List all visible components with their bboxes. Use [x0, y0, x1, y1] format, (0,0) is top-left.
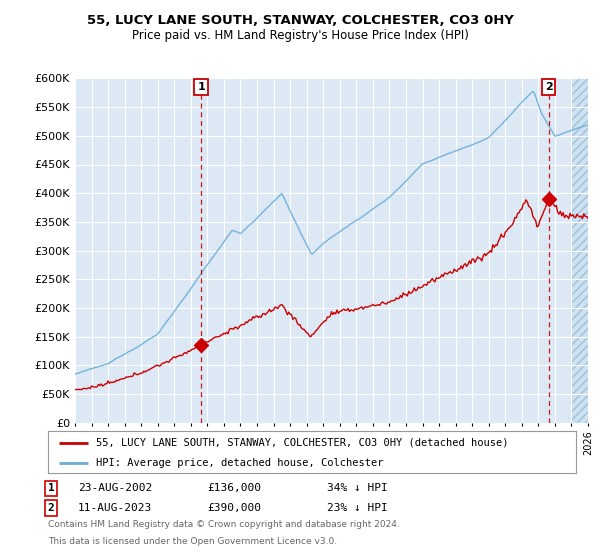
- Text: £390,000: £390,000: [207, 503, 261, 513]
- Bar: [571, 78, 596, 423]
- Text: This data is licensed under the Open Government Licence v3.0.: This data is licensed under the Open Gov…: [48, 537, 337, 546]
- Text: 2: 2: [47, 503, 55, 513]
- Text: 55, LUCY LANE SOUTH, STANWAY, COLCHESTER, CO3 0HY (detached house): 55, LUCY LANE SOUTH, STANWAY, COLCHESTER…: [95, 438, 508, 448]
- Text: 55, LUCY LANE SOUTH, STANWAY, COLCHESTER, CO3 0HY: 55, LUCY LANE SOUTH, STANWAY, COLCHESTER…: [86, 14, 514, 27]
- Text: 1: 1: [197, 82, 205, 92]
- Bar: [571, 78, 596, 423]
- Text: Price paid vs. HM Land Registry's House Price Index (HPI): Price paid vs. HM Land Registry's House …: [131, 29, 469, 42]
- Text: 1: 1: [47, 483, 55, 493]
- Text: £136,000: £136,000: [207, 483, 261, 493]
- Text: 11-AUG-2023: 11-AUG-2023: [78, 503, 152, 513]
- Text: 34% ↓ HPI: 34% ↓ HPI: [327, 483, 388, 493]
- Text: HPI: Average price, detached house, Colchester: HPI: Average price, detached house, Colc…: [95, 458, 383, 468]
- Text: 23-AUG-2002: 23-AUG-2002: [78, 483, 152, 493]
- Text: 2: 2: [545, 82, 553, 92]
- Text: 23% ↓ HPI: 23% ↓ HPI: [327, 503, 388, 513]
- Text: Contains HM Land Registry data © Crown copyright and database right 2024.: Contains HM Land Registry data © Crown c…: [48, 520, 400, 529]
